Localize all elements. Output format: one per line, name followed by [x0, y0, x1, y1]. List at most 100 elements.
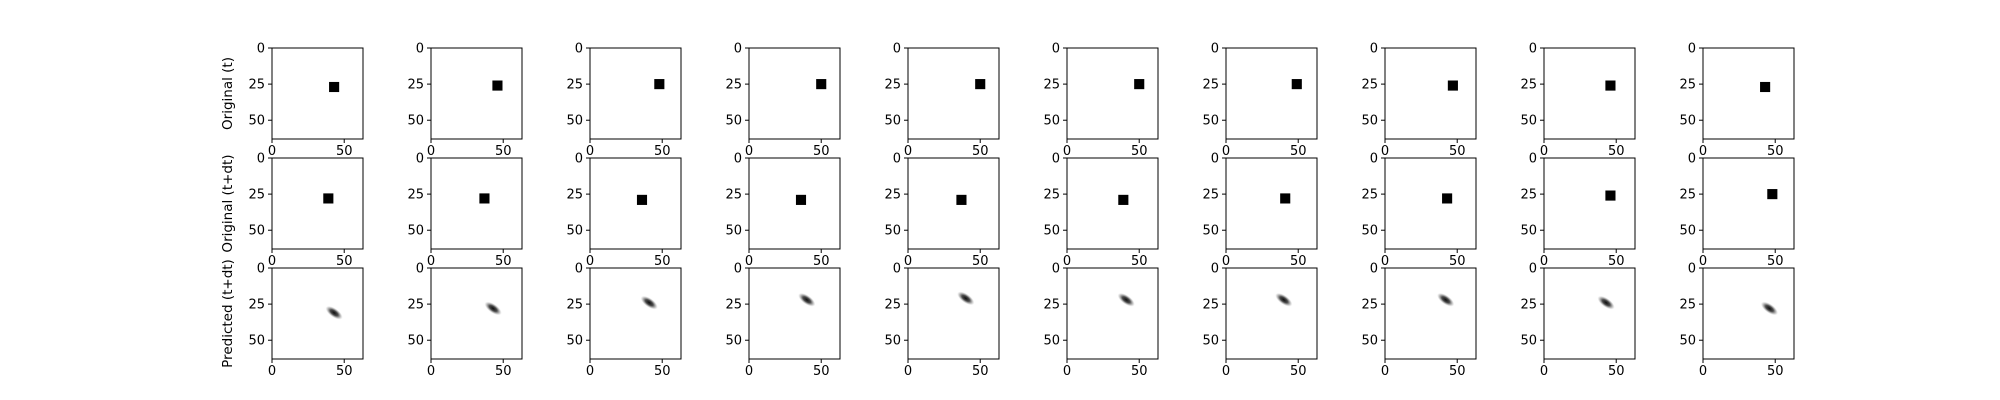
y-tick-label: 0 — [1211, 42, 1219, 57]
x-tick-label: 50 — [1767, 254, 1784, 269]
blob-mark — [484, 301, 502, 316]
y-tick-label: 25 — [1679, 78, 1696, 93]
x-tick-label: 50 — [1608, 364, 1625, 379]
x-tick-label: 0 — [586, 364, 594, 379]
panel-image — [749, 158, 840, 249]
panel-frame — [1543, 47, 1636, 140]
x-tick-label: 0 — [268, 144, 276, 159]
y-tick-label: 50 — [407, 334, 424, 349]
y-tick-label: 0 — [257, 42, 265, 57]
panel-frame — [271, 267, 364, 360]
x-tick-label: 50 — [1449, 254, 1466, 269]
y-tick-label: 25 — [1679, 188, 1696, 203]
x-tick-label: 0 — [1063, 254, 1071, 269]
panel-image — [1703, 48, 1794, 139]
y-tick-label: 25 — [407, 78, 424, 93]
y-tick-label: 50 — [1043, 334, 1060, 349]
panel-frame — [1702, 47, 1795, 140]
y-tick-label: 25 — [1361, 78, 1378, 93]
y-tick-label: 50 — [1679, 114, 1696, 129]
x-tick-label: 50 — [1608, 254, 1625, 269]
row-label: Original (t+dt) — [220, 154, 236, 252]
x-tick-label: 50 — [1767, 144, 1784, 159]
blob-mark — [957, 291, 975, 306]
y-tick-label: 50 — [1043, 224, 1060, 239]
y-tick-label: 0 — [1211, 262, 1219, 277]
square-mark — [1760, 81, 1771, 93]
blob-mark — [1760, 301, 1779, 316]
x-tick-label: 0 — [427, 144, 435, 159]
panel-image — [590, 158, 681, 249]
y-tick-label: 25 — [566, 78, 583, 93]
x-tick-label: 0 — [586, 254, 594, 269]
y-tick-label: 50 — [407, 224, 424, 239]
y-tick-label: 50 — [1679, 334, 1696, 349]
y-tick-label: 0 — [893, 42, 901, 57]
square-mark — [1447, 80, 1458, 91]
panel-frame — [748, 157, 841, 250]
blob-mark — [640, 295, 658, 310]
y-tick-label: 0 — [257, 152, 265, 167]
panel-frame — [907, 267, 1000, 360]
x-tick-label: 50 — [1767, 364, 1784, 379]
panel-frame — [1543, 267, 1636, 360]
blob-mark — [1437, 292, 1455, 307]
panel-frame — [1384, 47, 1477, 140]
y-tick-label: 0 — [1052, 152, 1060, 167]
y-tick-label: 0 — [416, 262, 424, 277]
y-tick-label: 50 — [1520, 224, 1537, 239]
y-tick-label: 50 — [407, 114, 424, 129]
panel-image — [1226, 158, 1317, 249]
panel-image — [272, 158, 363, 249]
y-tick-label: 50 — [248, 334, 265, 349]
x-tick-label: 50 — [1131, 364, 1148, 379]
x-tick-label: 0 — [1063, 144, 1071, 159]
y-tick-label: 25 — [1202, 188, 1219, 203]
x-tick-label: 50 — [336, 364, 353, 379]
panel-frame — [1702, 267, 1795, 360]
y-tick-label: 50 — [725, 114, 742, 129]
y-tick-label: 0 — [1052, 262, 1060, 277]
y-tick-label: 50 — [1679, 224, 1696, 239]
x-tick-label: 50 — [1290, 144, 1307, 159]
x-tick-label: 0 — [268, 364, 276, 379]
x-tick-label: 50 — [813, 364, 830, 379]
x-tick-label: 0 — [1063, 364, 1071, 379]
square-mark — [492, 80, 503, 91]
square-mark — [329, 81, 340, 93]
x-tick-label: 50 — [336, 254, 353, 269]
x-tick-label: 0 — [1381, 364, 1389, 379]
y-tick-label: 0 — [416, 152, 424, 167]
x-tick-label: 50 — [1290, 254, 1307, 269]
x-tick-label: 0 — [1540, 364, 1548, 379]
y-tick-label: 25 — [884, 78, 901, 93]
panel-image — [1226, 268, 1317, 359]
y-tick-label: 0 — [1529, 42, 1537, 57]
panel-frame — [1702, 157, 1795, 250]
y-tick-label: 0 — [1529, 262, 1537, 277]
x-tick-label: 50 — [495, 144, 512, 159]
blob-mark — [1597, 295, 1615, 310]
x-tick-label: 0 — [1381, 254, 1389, 269]
y-tick-label: 25 — [725, 78, 742, 93]
y-tick-label: 0 — [734, 262, 742, 277]
panel-frame — [1225, 267, 1318, 360]
x-tick-label: 0 — [1699, 364, 1707, 379]
panel-frame — [589, 47, 682, 140]
